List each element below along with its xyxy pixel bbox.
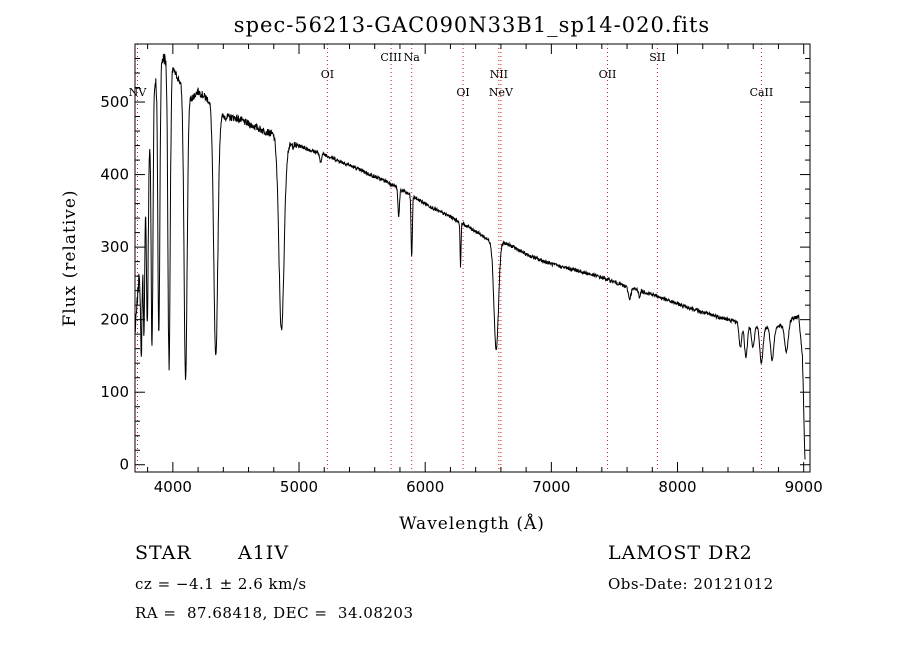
- line-marker-label-9: CaII: [750, 86, 774, 99]
- line-marker-label-0: NV: [129, 86, 148, 99]
- line-marker-label-3: Na: [404, 51, 421, 64]
- x-tick-label-5000: 5000: [280, 478, 318, 496]
- x-tick-label-4000: 4000: [154, 478, 192, 496]
- line-marker-label-1: OI: [321, 68, 334, 81]
- subclass-label: A1IV: [238, 542, 290, 564]
- y-tick-label-500: 500: [100, 93, 129, 111]
- line-marker-label-8: SII: [649, 51, 665, 64]
- spectrum-line: [134, 53, 806, 460]
- line-marker-label-2: CIII: [380, 51, 401, 64]
- line-marker-label-7: OII: [599, 68, 617, 81]
- y-tick-label-100: 100: [100, 383, 129, 401]
- line-marker-label-4: OI: [456, 86, 469, 99]
- line-marker-label-6: NeV: [489, 86, 514, 99]
- line-markers: NV OI CIII Na OI NII NeV OII SII CaII: [129, 44, 774, 472]
- y-tick-label-0: 0: [119, 456, 129, 474]
- line-marker-label-5: NII: [490, 68, 508, 81]
- axes: 4000 5000 6000 7000 8000 9000 0 100 200 300 400 500: [100, 43, 823, 496]
- class-label: STAR: [135, 542, 192, 564]
- x-tick-label-6000: 6000: [406, 478, 444, 496]
- chart-title: spec-56213-GAC090N33B1_sp14-020.fits: [234, 13, 710, 37]
- spectrum-chart: spec-56213-GAC090N33B1_sp14-020.fits NV O…: [60, 13, 823, 534]
- x-tick-label-8000: 8000: [658, 478, 696, 496]
- x-axis-label: Wavelength (Å): [399, 513, 545, 534]
- obs-date-line: Obs-Date: 20121012: [608, 575, 774, 593]
- survey-label: LAMOST DR2: [608, 542, 753, 564]
- y-tick-label-300: 300: [100, 238, 129, 256]
- spectrum-series: [134, 53, 806, 460]
- redshift-line: cz = −4.1 ± 2.6 km/s: [135, 575, 307, 593]
- y-tick-label-400: 400: [100, 166, 129, 184]
- y-tick-label-200: 200: [100, 311, 129, 329]
- x-tick-label-9000: 9000: [785, 478, 823, 496]
- y-axis-label: Flux (relative): [60, 189, 80, 326]
- x-tick-label-7000: 7000: [532, 478, 570, 496]
- coordinates-line: RA = 87.68418, DEC = 34.08203: [135, 604, 414, 622]
- plot-frame: [134, 43, 811, 473]
